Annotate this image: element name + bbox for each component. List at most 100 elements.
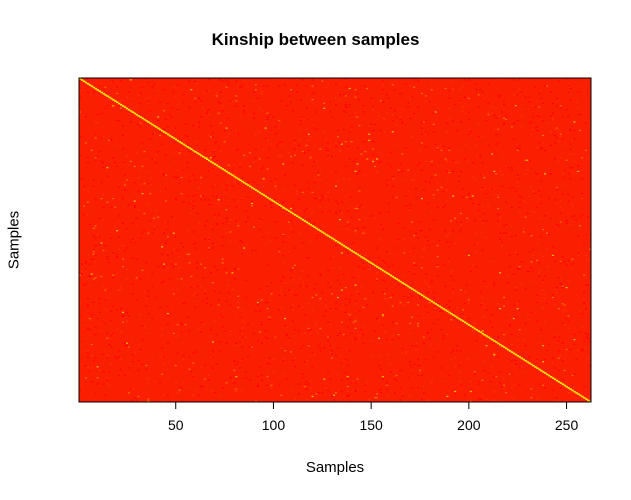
- heatmap-cell: [327, 152, 330, 154]
- heatmap-cell: [497, 207, 500, 210]
- heatmap-cell: [420, 92, 423, 95]
- heatmap-cell: [290, 269, 292, 271]
- heatmap-cell: [372, 148, 375, 150]
- heatmap-cell: [364, 298, 367, 300]
- heatmap-cell: [497, 220, 500, 222]
- heatmap-cell: [381, 324, 384, 326]
- heatmap-cell: [207, 248, 210, 250]
- heatmap-cell: [549, 217, 552, 219]
- heatmap-cell: [303, 152, 306, 154]
- heatmap-cell: [358, 310, 361, 312]
- heatmap-cell: [123, 184, 126, 186]
- heatmap-cell: [524, 216, 527, 218]
- diagonal-cell: [313, 226, 316, 229]
- heatmap-cell: [241, 309, 244, 311]
- heatmap-cell: [393, 376, 396, 378]
- heatmap-cell: [100, 82, 103, 85]
- heatmap-cell: [428, 244, 431, 247]
- heatmap-cell: [348, 131, 351, 133]
- heatmap-cell: [426, 291, 429, 294]
- heatmap-cell: [247, 181, 250, 184]
- heatmap-cell: [194, 194, 197, 196]
- heatmap-cell: [403, 295, 406, 297]
- heatmap-cell: [305, 388, 308, 390]
- heatmap-cell: [411, 96, 414, 98]
- heatmap-cell: [120, 107, 122, 109]
- heatmap-cell: [221, 262, 224, 264]
- heatmap-cell: [80, 270, 83, 273]
- heatmap-cell: [448, 169, 451, 171]
- heatmap-cell: [354, 111, 357, 113]
- heatmap-cell: [202, 91, 205, 93]
- heatmap-cell: [336, 180, 339, 182]
- heatmap-cell: [123, 374, 126, 377]
- diagonal-cell: [223, 169, 226, 172]
- heatmap-cell: [411, 289, 414, 291]
- heatmap-cell: [92, 258, 95, 260]
- heatmap-cell: [401, 395, 404, 398]
- heatmap-cell: [88, 263, 91, 265]
- heatmap-cell: [448, 261, 451, 263]
- heatmap-cell: [176, 103, 179, 106]
- heatmap-cell: [561, 209, 564, 211]
- heatmap-cell: [536, 126, 539, 128]
- heatmap-cell: [125, 321, 128, 323]
- heatmap-cell: [452, 279, 455, 281]
- heatmap-cell: [417, 80, 420, 82]
- heatmap-cell: [479, 304, 482, 306]
- heatmap-cell: [532, 116, 535, 118]
- heatmap-cell: [307, 94, 310, 96]
- diagonal-cell: [489, 337, 492, 340]
- heatmap-cell: [362, 262, 365, 264]
- heatmap-cell: [221, 236, 224, 238]
- diagonal-cell: [114, 100, 117, 102]
- heatmap-cell: [116, 253, 119, 255]
- heatmap-cell: [549, 173, 552, 175]
- heatmap-cell: [108, 296, 111, 299]
- diagonal-cell: [80, 79, 84, 81]
- heatmap-cell: [82, 350, 85, 352]
- heatmap-cell: [411, 295, 414, 297]
- diagonal-cell: [100, 91, 103, 94]
- heatmap-cell: [163, 232, 165, 234]
- heatmap-cell: [266, 264, 269, 266]
- heatmap-cell: [487, 82, 490, 85]
- heatmap-cell: [475, 89, 478, 91]
- heatmap-cell: [178, 153, 181, 155]
- heatmap-cell: [198, 327, 201, 330]
- heatmap-cell: [571, 205, 574, 207]
- heatmap-cell: [356, 163, 359, 165]
- heatmap-cell: [166, 394, 169, 396]
- heatmap-cell: [254, 132, 257, 134]
- heatmap-cell: [559, 157, 562, 159]
- heatmap-cell: [548, 122, 550, 124]
- heatmap-cell: [225, 232, 228, 234]
- heatmap-cell: [393, 89, 396, 91]
- heatmap-cell: [268, 299, 271, 301]
- heatmap-cell: [422, 279, 425, 281]
- heatmap-cell: [340, 308, 343, 310]
- heatmap-cell: [512, 398, 515, 400]
- heatmap-cell: [204, 225, 207, 227]
- heatmap-cell: [436, 148, 439, 150]
- heatmap-cell: [403, 285, 406, 287]
- heatmap-cell: [360, 285, 363, 287]
- heatmap-cell: [233, 359, 236, 362]
- heatmap-cell: [219, 150, 222, 153]
- heatmap-cell: [534, 106, 537, 108]
- heatmap-cell: [172, 293, 175, 295]
- heatmap-cell: [163, 173, 165, 175]
- heatmap-cell: [514, 316, 517, 318]
- heatmap-cell: [266, 85, 269, 87]
- heatmap-cell: [88, 329, 91, 331]
- heatmap-cell: [164, 200, 167, 202]
- heatmap-cell: [274, 221, 277, 223]
- heatmap-cell: [292, 279, 294, 281]
- heatmap-cell: [344, 335, 347, 337]
- heatmap-cell: [456, 162, 459, 164]
- heatmap-cell: [276, 132, 279, 134]
- heatmap-cell: [458, 100, 461, 102]
- heatmap-cell: [139, 169, 142, 171]
- heatmap-cell: [260, 324, 263, 326]
- heatmap-cell: [430, 160, 433, 163]
